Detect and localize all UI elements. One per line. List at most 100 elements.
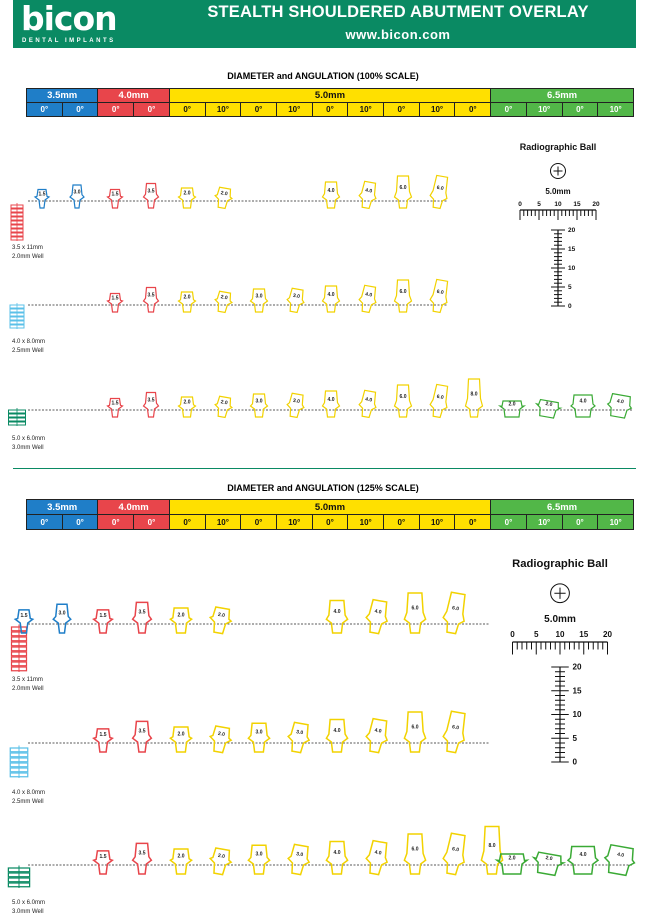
section-title-125: DIAMETER and ANGULATION (125% SCALE) [227, 483, 419, 493]
abutment-shape: 3.0 [286, 287, 305, 314]
abutment-outline [403, 711, 427, 753]
abutment-label: 3.0 [256, 293, 263, 299]
angle-cell: 0° [561, 514, 599, 530]
diameter-cell: 6.5mm [490, 499, 634, 515]
abutment-outline [442, 591, 466, 635]
section-title-100: DIAMETER and ANGULATION (100% SCALE) [227, 71, 419, 81]
abutment-shape: 4.0 [325, 718, 349, 753]
abutment-shape: 1.5 [92, 850, 114, 875]
implant-shape [8, 408, 26, 426]
h-ruler-tick-label: 0 [518, 201, 522, 208]
abutment-shape: 6.0 [429, 278, 449, 314]
angle-cell: 10° [204, 102, 242, 117]
abutment-outline [393, 279, 413, 313]
diameter-cell: 3.5mm [25, 499, 99, 515]
abutment-shape: 2.0 [169, 726, 193, 753]
implant-well-label: 2.0mm Well [12, 254, 44, 260]
angle-cell: 10° [204, 514, 242, 530]
angle-cell: 10° [275, 102, 313, 117]
abutment-label: 2.0 [217, 731, 225, 738]
implant-well-label: 2.0mm Well [12, 686, 44, 692]
abutment-outline [393, 175, 413, 209]
h-ruler-tick-label: 10 [554, 201, 562, 208]
angle-cell: 0° [240, 102, 277, 117]
abutment-outline [603, 843, 636, 877]
abutment-label: 3.5 [148, 189, 155, 195]
abutment-label: 4.0 [328, 292, 335, 298]
abutment-shape: 3.0 [69, 184, 85, 209]
abutment-shape: 2.0 [214, 290, 233, 314]
abutment-label: 2.0 [184, 400, 191, 406]
abutment-shape: 6.0 [442, 832, 466, 876]
abutment-label: 2.0 [509, 856, 516, 862]
abutment-outline [177, 187, 197, 209]
abutment-shape: 6.0 [403, 833, 427, 875]
v-ruler-tick-label: 15 [568, 246, 576, 253]
abutment-label: 3.0 [296, 851, 304, 858]
abutment-shape: 3.0 [286, 392, 305, 419]
abutment-label: 4.0 [617, 852, 625, 859]
abutment-outline [106, 188, 124, 209]
abutment-shape: 1.5 [92, 609, 114, 634]
diameter-cell: 5.0mm [168, 88, 492, 103]
angle-cell: 0° [454, 514, 492, 530]
angle-cell: 0° [133, 514, 170, 530]
v-ruler-tick-label: 20 [573, 663, 583, 672]
abutment-outline [570, 394, 596, 418]
abutment-shape: 3.5 [142, 182, 160, 209]
abutment-label: 3.0 [296, 729, 304, 736]
abutment-shape: 6.0 [429, 174, 449, 210]
angle-cell: 10° [275, 514, 313, 530]
abutment-shape: 4.0 [321, 181, 341, 209]
abutment-outline [429, 383, 449, 419]
website-link[interactable]: www.bicon.com [345, 27, 451, 42]
angle-cell: 0° [240, 514, 277, 530]
abutment-label: 3.0 [74, 189, 81, 195]
v-ruler-tick-label: 0 [568, 303, 572, 310]
implant-size-label: 5.0 x 6.0mm [12, 436, 45, 442]
abutment-shape: 3.0 [287, 721, 311, 754]
angle-cell: 10° [597, 102, 634, 117]
abutment-outline [247, 722, 271, 753]
abutment-outline [287, 843, 311, 876]
abutment-shape: 4.0 [365, 717, 389, 754]
abutment-label: 3.5 [139, 851, 146, 857]
abutment-shape: 4.0 [358, 180, 377, 210]
abutment-shape: 3.0 [287, 843, 311, 876]
abutment-label: 3.0 [256, 852, 263, 858]
abutment-shape: 4.0 [321, 390, 341, 418]
abutment-label: 2.0 [220, 399, 228, 406]
angle-cell: 10° [525, 102, 563, 117]
abutment-shape: 1.5 [106, 292, 124, 313]
abutment-label: 3.5 [139, 610, 146, 616]
v-ruler-tick-label: 15 [573, 686, 583, 695]
angle-cell: 10° [347, 514, 385, 530]
abutment-label: 1.5 [100, 732, 107, 738]
abutment-label: 6.0 [412, 725, 419, 731]
abutment-label: 4.0 [365, 396, 373, 403]
abutment-label: 2.0 [220, 294, 228, 301]
abutment-label: 1.5 [39, 191, 46, 197]
abutment-outline [169, 726, 193, 753]
radiographic-title: Radiographic Ball [520, 142, 597, 152]
angle-cell: 10° [525, 514, 563, 530]
angle-cell: 10° [597, 514, 634, 530]
implant-shape [9, 745, 29, 778]
angle-cell: 0° [97, 102, 135, 117]
abutment-outline [497, 400, 527, 418]
abutment-shape: 4.0 [325, 599, 349, 634]
abutment-outline [287, 721, 311, 754]
abutment-outline [403, 592, 427, 634]
abutment-shape: 2.0 [177, 187, 197, 209]
abutment-shape: 1.5 [13, 609, 35, 634]
abutment-label: 4.0 [616, 398, 624, 405]
abutment-outline [13, 609, 35, 634]
abutment-label: 6.0 [400, 394, 407, 400]
abutment-label: 3.5 [148, 293, 155, 299]
h-ruler-tick-label: 10 [555, 630, 565, 639]
abutment-label: 2.0 [178, 853, 185, 859]
implant-size-label: 5.0 x 6.0mm [12, 900, 45, 906]
abutment-outline [566, 845, 600, 875]
abutment-outline [325, 718, 349, 753]
bicon-logo: bicon [21, 0, 118, 38]
